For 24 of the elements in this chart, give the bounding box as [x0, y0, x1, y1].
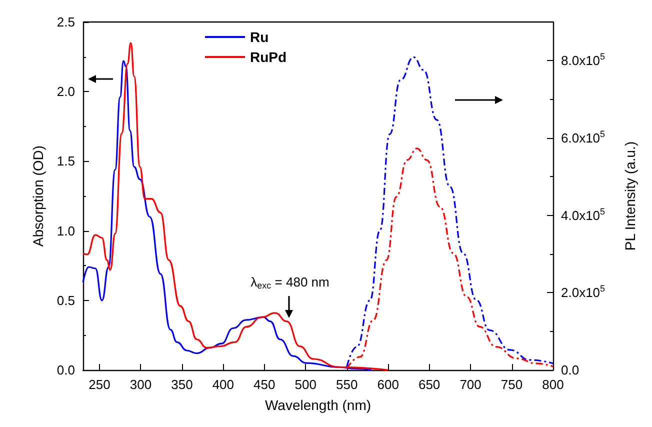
x-tick-label: 450 — [254, 377, 276, 392]
x-tick-label: 500 — [294, 377, 316, 392]
x-tick-label: 600 — [377, 377, 399, 392]
x-axis-title: Wavelength (nm) — [264, 397, 372, 413]
y2-axis-title: PL Intensity (a.u.) — [622, 141, 638, 251]
y-tick-label: 0.5 — [56, 292, 75, 308]
x-tick-label: 550 — [336, 377, 358, 392]
legend-label: Ru — [250, 29, 269, 45]
x-tick-label: 300 — [130, 377, 152, 392]
x-tick-label: 800 — [542, 377, 564, 392]
y-tick-label: 0.0 — [56, 362, 75, 378]
x-tick-label: 650 — [418, 377, 440, 392]
legend-label: RuPd — [250, 49, 287, 65]
x-tick-label: 400 — [212, 377, 234, 392]
y-tick-label: 2.5 — [56, 14, 75, 30]
y-axis-title: Absorption (OD) — [30, 145, 46, 247]
y-tick-label: 1.5 — [56, 154, 75, 169]
x-tick-label: 250 — [88, 377, 110, 392]
x-tick-label: 700 — [460, 377, 482, 392]
y2-tick-label: 0.0 — [561, 362, 580, 378]
y-tick-label: 2.0 — [56, 84, 75, 100]
y-tick-label: 1.0 — [56, 223, 75, 238]
x-tick-label: 750 — [500, 377, 523, 392]
x-tick-label: 350 — [171, 377, 193, 392]
